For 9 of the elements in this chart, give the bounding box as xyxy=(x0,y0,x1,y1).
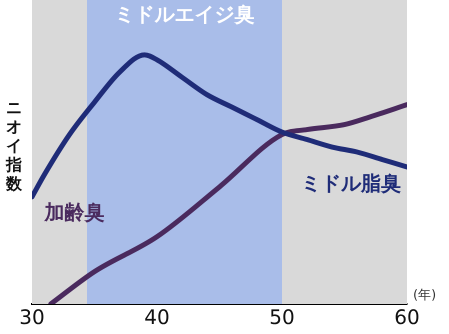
x-tick-label: 30 xyxy=(19,305,45,330)
x-tick-label: 60 xyxy=(394,305,420,330)
x-axis-title: (年) xyxy=(413,288,436,303)
series-label: 加齢臭 xyxy=(44,200,104,224)
x-tick-label: 40 xyxy=(144,305,170,330)
band-label: ミドルエイジ臭 xyxy=(114,2,254,26)
x-tick-label: 50 xyxy=(269,305,295,330)
series-label: ミドル脂臭 xyxy=(301,171,401,196)
y-axis-title: ニオイ指数 xyxy=(4,98,23,193)
